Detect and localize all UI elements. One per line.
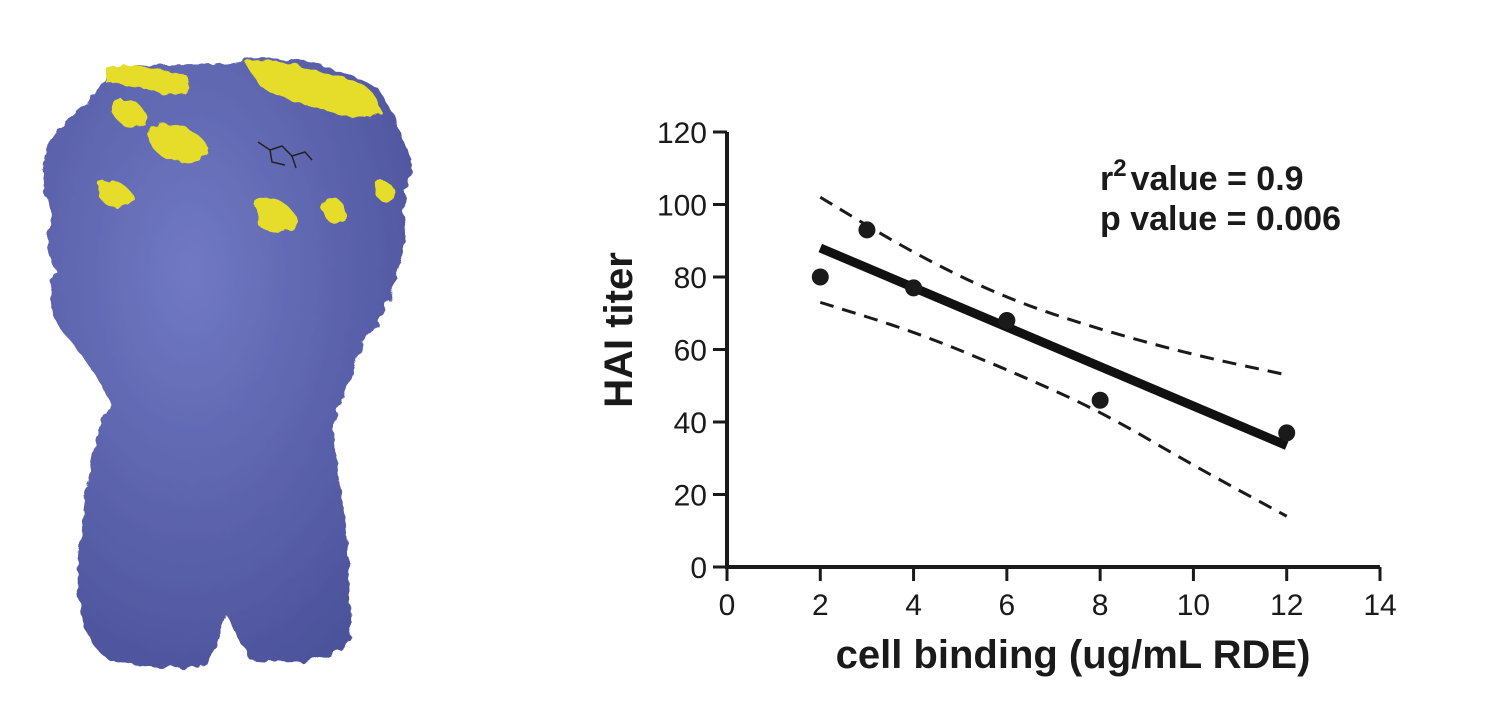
regression-line-group	[818, 243, 1289, 450]
x-tick-label: 10	[1177, 589, 1210, 622]
protein-highlight	[105, 65, 191, 95]
data-points	[811, 221, 1296, 442]
x-tick-label: 4	[905, 589, 922, 622]
x-tick-label: 8	[1092, 589, 1109, 622]
data-point	[1091, 391, 1109, 409]
regression-line	[818, 243, 1289, 450]
confidence-band	[819, 195, 1288, 518]
x-tick-label: 0	[719, 589, 736, 622]
y-tick-label: 60	[674, 335, 707, 368]
protein-highlight	[255, 197, 298, 233]
protein-highlight	[322, 197, 346, 224]
protein-highlight	[245, 60, 380, 118]
y-tick-label: 100	[657, 190, 707, 223]
ligand-stick	[257, 141, 313, 169]
x-tick-label: 6	[999, 589, 1016, 622]
x-tick-label: 12	[1270, 589, 1303, 622]
x-tick-label: 14	[1363, 589, 1396, 622]
y-tick-label: 0	[690, 552, 707, 585]
protein-highlight	[147, 122, 210, 162]
r2-value-text: value = 0.9	[1131, 160, 1304, 198]
p-value-annotation: p value = 0.006	[1100, 200, 1341, 238]
protein-highlight	[98, 180, 135, 209]
r2-symbol: r	[1100, 160, 1113, 198]
confidence-band-upper	[819, 195, 1288, 377]
y-tick-label: 40	[674, 407, 707, 440]
scatter-chart: 0 20 40 60 80 100 120 0 2 4 6 8 10 12 14 HAI titer cel…	[597, 117, 1397, 677]
axis-ticks: 0 20 40 60 80 100 120 0 2 4 6 8 10 12 14	[657, 117, 1397, 622]
x-axis-title: cell binding (ug/mL RDE)	[836, 633, 1311, 677]
protein-highlight	[374, 181, 397, 203]
y-tick-label: 80	[674, 262, 707, 295]
data-point	[905, 279, 923, 297]
y-tick-label: 20	[674, 480, 707, 513]
protein-surface	[43, 57, 413, 668]
protein-structure-image	[43, 57, 413, 668]
data-point	[858, 221, 876, 239]
x-tick-label: 2	[812, 589, 829, 622]
data-point	[811, 268, 829, 286]
r2-annotation: r2 value = 0.9	[1100, 155, 1304, 198]
protein-highlight	[112, 99, 146, 128]
y-tick-label: 120	[657, 117, 707, 150]
y-axis-title: HAI titer	[597, 252, 641, 408]
data-point	[1278, 424, 1296, 442]
confidence-band-lower	[819, 300, 1288, 518]
data-point	[998, 312, 1016, 329]
r2-superscript: 2	[1113, 155, 1126, 182]
